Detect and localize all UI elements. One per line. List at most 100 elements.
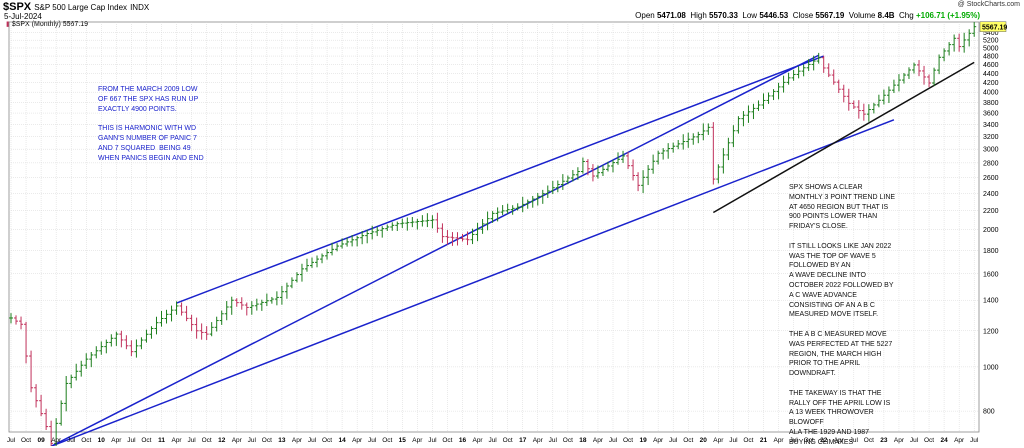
price-bar [395,221,400,231]
trend-line [712,61,975,214]
x-tick-label: Jul [669,437,678,444]
x-tick-label: Apr [773,437,784,444]
y-tick-label: 2200 [983,208,999,215]
price-bar [435,212,440,233]
price-bar [786,72,791,85]
price-bar [14,315,19,325]
price-bar [495,207,500,222]
price-bar [124,335,129,350]
price-bar [375,226,380,237]
price-bar [821,55,826,73]
price-bar [611,159,615,173]
price-bar [776,82,781,100]
price-bar [701,123,706,141]
price-bar [214,316,219,332]
price-bar [84,353,89,369]
price-bar [525,199,530,209]
price-bar [841,84,846,103]
price-bar [636,172,641,192]
x-tick-label: Oct [262,437,272,444]
price-bar [947,42,952,56]
chart-date: 5-Jul-2024 [4,12,42,21]
last-value-tag [979,21,1007,32]
price-bar [415,218,420,230]
price-bar [64,376,69,412]
x-axis: Jul Oct 09 Apr Jul Oct 10 Apr Jul Oct 11 Apr Jul Oct 1… [7,437,979,444]
price-bar [656,150,661,165]
x-tick-label: 24 [940,437,948,444]
price-bar [249,301,254,315]
price-bar [646,165,651,186]
price-bar [605,161,610,172]
x-tick-label: 15 [399,437,407,444]
price-bar [104,339,109,354]
price-bar [129,340,134,357]
price-bar [19,316,24,330]
price-bar [99,341,104,355]
price-bar [781,75,786,93]
price-bar [590,164,595,182]
price-bar [876,94,881,108]
price-bar [410,216,415,228]
price-bar [736,116,741,134]
price-bar [315,255,320,268]
price-bar [846,88,851,111]
price-bar [912,62,916,74]
price-bar [746,105,751,123]
price-bar [826,63,831,78]
x-tick-label: Apr [292,437,303,444]
price-bar [480,219,485,234]
price-bar [505,203,510,214]
price-bar [269,296,274,304]
price-bar [555,180,560,193]
y-tick-label: 2000 [983,227,999,234]
price-bar [304,258,309,272]
price-bar [350,235,355,247]
x-tick-label: Apr [533,437,544,444]
price-bar [259,299,264,311]
price-bar [254,298,259,311]
price-bar [671,142,676,153]
x-tick-label: Apr [834,437,845,444]
price-bar [310,257,314,268]
y-tick-label: 800 [983,409,995,416]
price-bar [952,34,957,52]
price-bar [600,164,605,177]
price-bar [957,33,962,52]
price-bar [706,123,711,135]
price-bar [209,322,214,337]
x-tick-label: Jul [850,437,859,444]
price-bar [274,291,279,306]
price-bar [851,100,856,109]
x-tick-label: Jul [368,437,377,444]
price-bar [44,408,49,430]
price-bar [159,310,164,327]
price-bar [440,223,445,243]
price-bar [289,277,294,289]
price-bar [94,346,99,359]
price-bar [79,360,84,377]
high-value: 5570.33 [709,11,738,20]
x-tick-label: 12 [218,437,226,444]
x-tick-label: Apr [232,437,243,444]
x-tick-label: Jul [488,437,497,444]
x-tick-label: Oct [322,437,332,444]
y-tick-label: 2400 [983,191,999,198]
index-name: S&P 500 Large Cap Index [34,3,128,12]
x-tick-label: 18 [579,437,587,444]
y-tick-label: 4800 [983,54,999,61]
x-tick-label: Oct [21,437,31,444]
price-bar [932,67,937,86]
price-bar [540,189,545,204]
price-bar [24,321,29,364]
x-tick-label: 11 [158,437,165,444]
x-tick-label: Jul [67,437,76,444]
x-tick-label: Jul [970,437,979,444]
price-bar [485,211,490,231]
x-tick-label: 23 [880,437,888,444]
price-bar [967,29,972,47]
y-tick-label: 3400 [983,122,999,129]
price-bar [299,263,304,282]
price-bar [676,140,681,150]
